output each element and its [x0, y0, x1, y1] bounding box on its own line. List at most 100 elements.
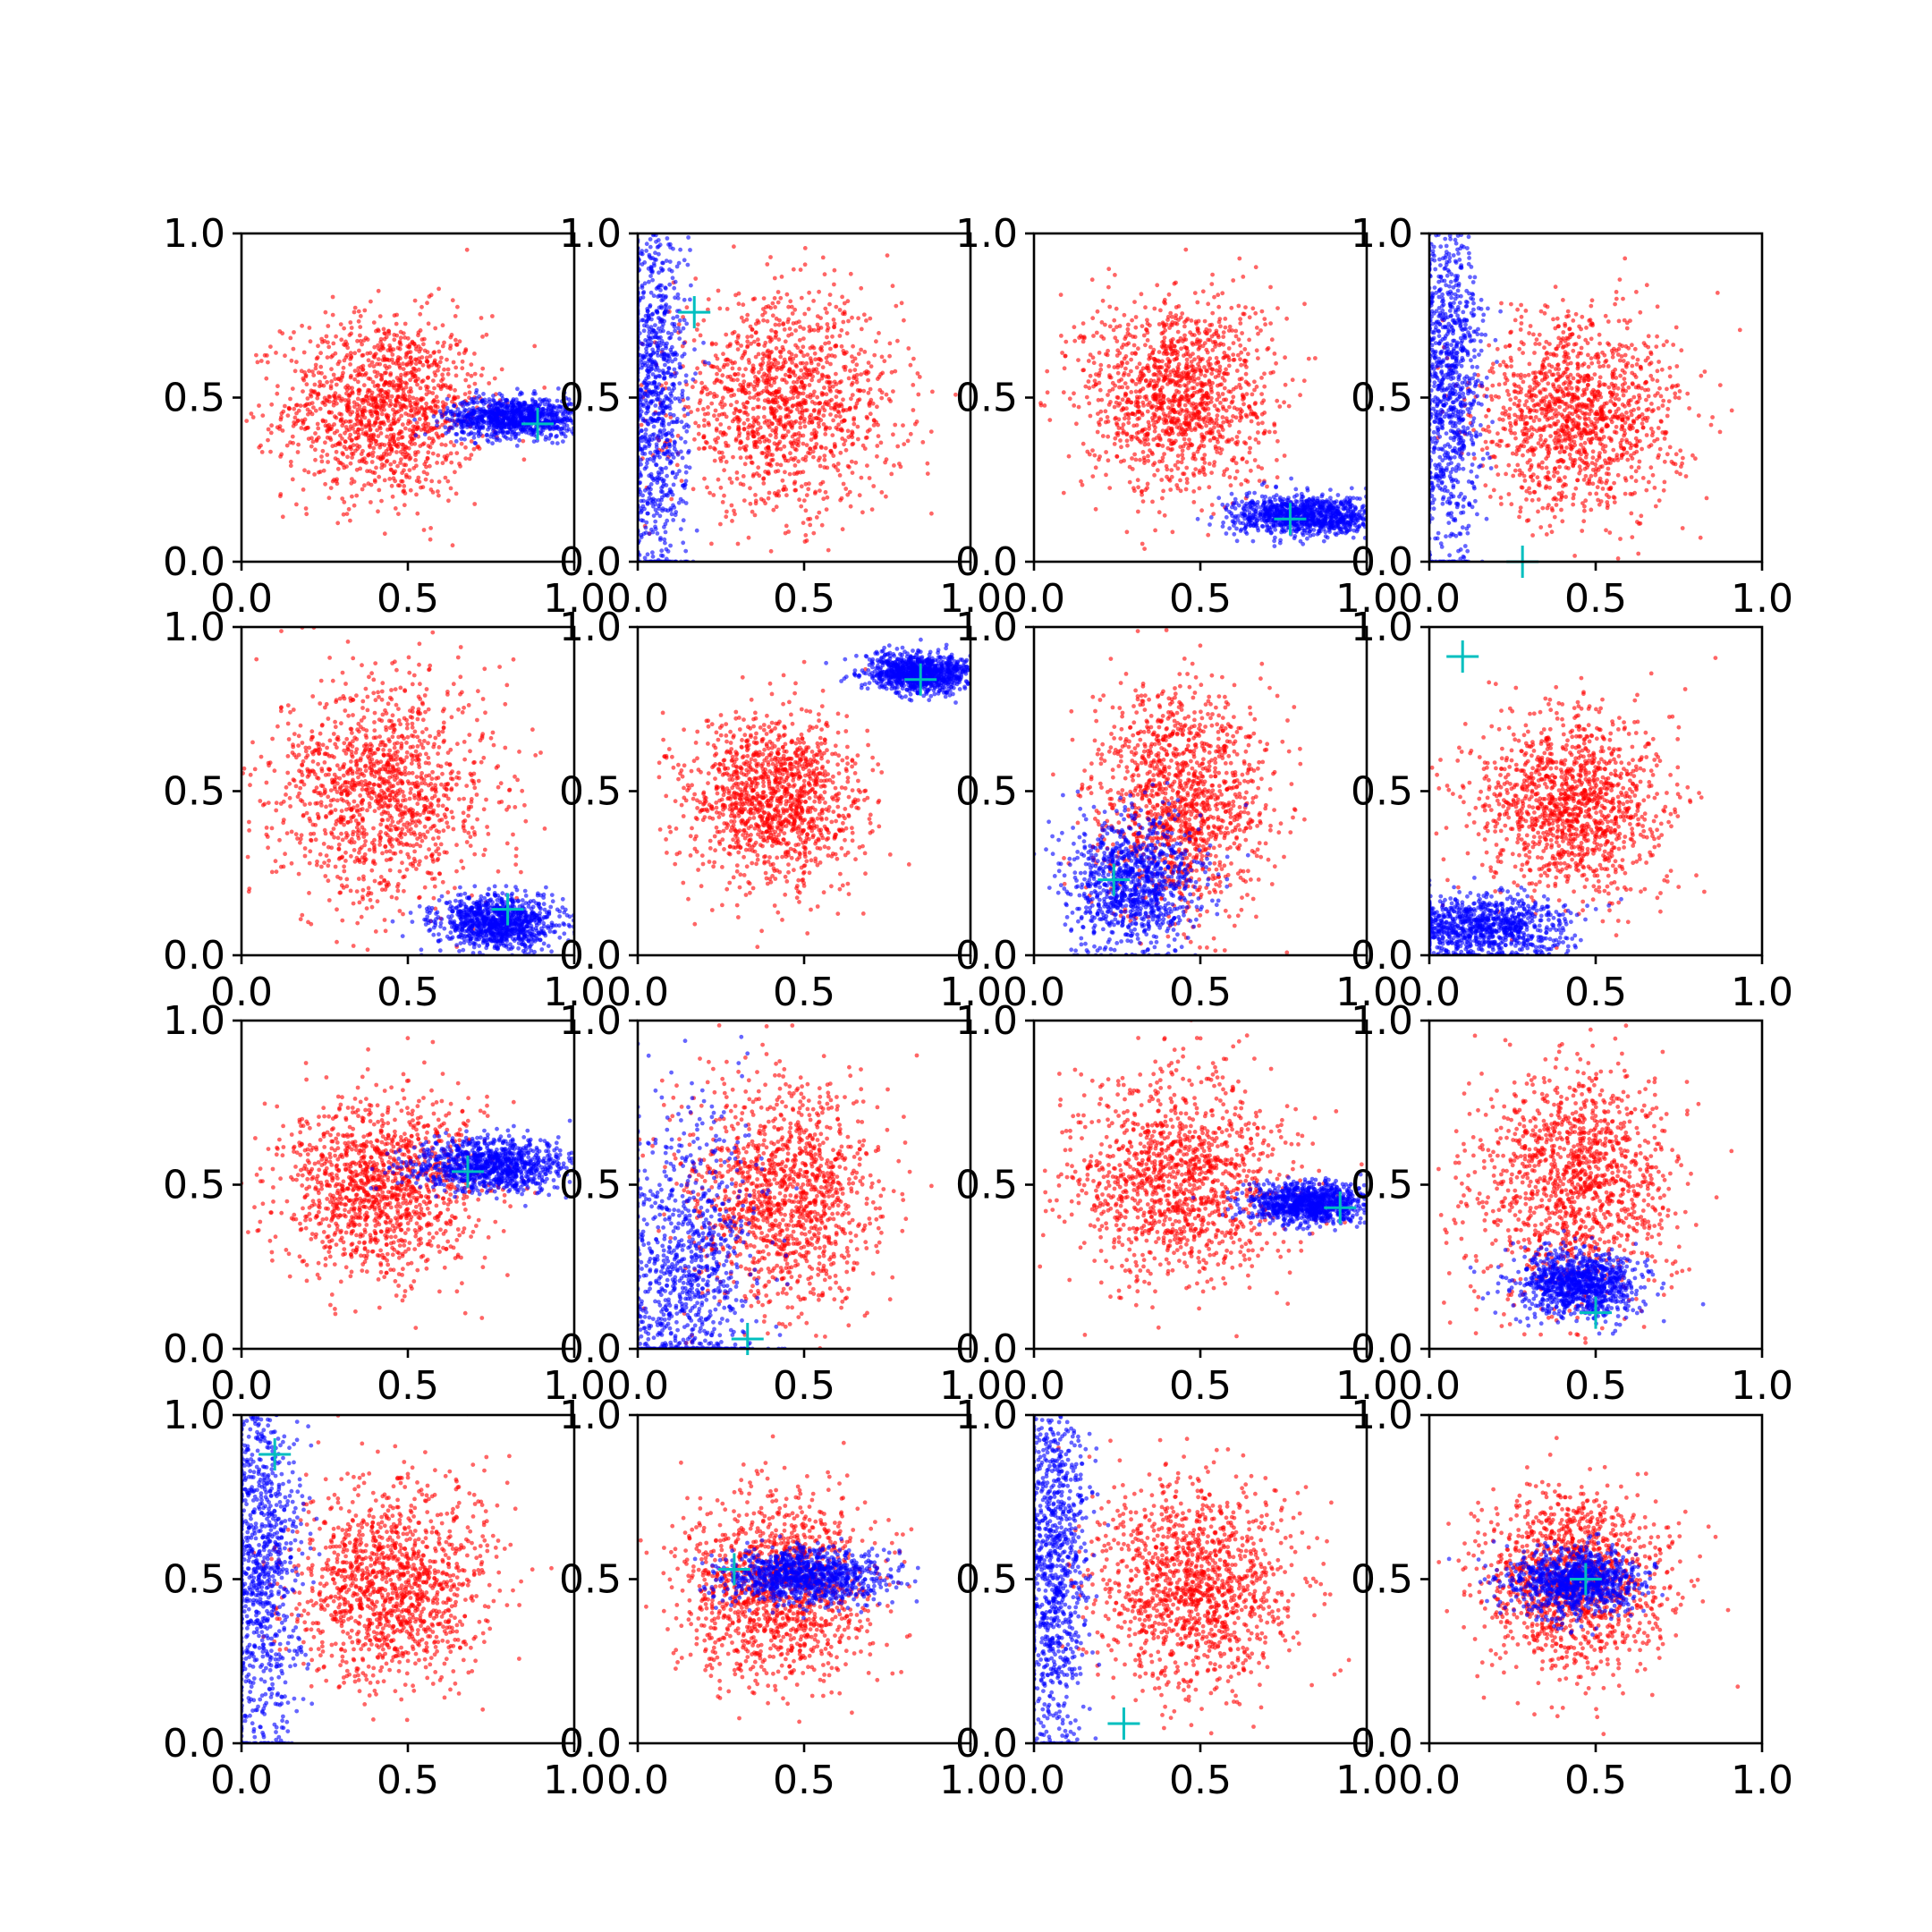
blue-point: [490, 441, 495, 446]
red-point: [409, 413, 414, 419]
blue-point: [668, 411, 673, 417]
red-point: [823, 341, 827, 346]
red-point: [363, 371, 369, 376]
red-point: [773, 469, 778, 474]
red-point: [837, 334, 843, 338]
blue-point: [680, 388, 685, 394]
red-point: [424, 401, 428, 406]
red-point: [391, 476, 396, 481]
blue-point: [577, 421, 581, 426]
blue-point: [490, 402, 496, 408]
red-point: [761, 476, 767, 481]
red-point: [370, 450, 376, 455]
red-point: [733, 292, 738, 298]
red-point: [452, 395, 457, 401]
red-point: [326, 426, 331, 431]
red-point: [1105, 415, 1110, 419]
red-point: [758, 390, 764, 395]
blue-point: [455, 412, 461, 418]
red-point: [379, 408, 384, 412]
blue-point: [467, 407, 472, 412]
red-point: [355, 421, 360, 427]
blue-point: [486, 439, 491, 445]
red-point: [354, 493, 360, 498]
blue-point: [515, 423, 521, 428]
blue-point: [660, 267, 665, 272]
red-point: [1125, 443, 1130, 448]
red-point: [350, 494, 354, 499]
red-point: [803, 533, 809, 538]
red-point: [477, 446, 482, 451]
blue-point: [482, 413, 487, 418]
red-point: [787, 326, 792, 331]
blue-point: [671, 412, 676, 418]
red-point: [283, 353, 287, 359]
red-point: [408, 355, 413, 360]
red-point: [372, 369, 377, 374]
red-point: [423, 417, 428, 421]
red-point: [807, 383, 812, 387]
red-point: [782, 357, 787, 362]
red-point: [781, 487, 786, 492]
subplot-1: 0.00.00.50.51.01.0: [163, 211, 606, 622]
red-point: [327, 394, 333, 400]
red-point: [778, 419, 783, 424]
red-point: [389, 446, 394, 452]
red-point: [1130, 318, 1134, 323]
red-point: [724, 444, 729, 448]
blue-point: [643, 445, 648, 451]
red-point: [715, 371, 719, 377]
red-point: [355, 418, 360, 423]
red-point: [773, 390, 778, 394]
red-point: [739, 343, 743, 348]
blue-point: [654, 258, 658, 262]
red-point: [1239, 377, 1244, 381]
red-point: [841, 397, 845, 402]
red-point: [742, 462, 748, 467]
red-point: [394, 376, 400, 380]
red-point: [825, 322, 830, 326]
red-point: [290, 386, 295, 391]
red-point: [436, 349, 442, 354]
blue-point: [514, 397, 519, 402]
red-point: [1136, 509, 1140, 514]
blue-point: [674, 370, 679, 376]
red-point: [249, 411, 254, 416]
red-point: [741, 402, 746, 406]
blue-point: [665, 70, 669, 74]
red-point: [426, 444, 431, 448]
red-point: [911, 408, 916, 412]
blue-point: [647, 335, 652, 341]
y-tick-label: 0.5: [559, 376, 622, 421]
red-point: [863, 436, 869, 440]
blue-point: [491, 394, 496, 398]
blue-point: [648, 399, 654, 403]
red-point: [857, 397, 862, 402]
red-point: [722, 468, 726, 473]
red-point: [404, 397, 410, 402]
blue-point: [597, 424, 601, 428]
red-point: [1097, 351, 1102, 355]
red-point: [355, 446, 360, 452]
red-point: [1170, 530, 1175, 535]
red-point: [340, 373, 345, 378]
red-point: [767, 438, 772, 444]
blue-point: [639, 251, 644, 256]
red-point: [805, 352, 810, 357]
red-point: [435, 461, 439, 465]
blue-point: [515, 386, 520, 392]
red-point: [356, 309, 361, 314]
blue-point: [653, 507, 658, 513]
red-point: [790, 425, 794, 430]
red-point: [712, 392, 716, 396]
blue-point: [583, 422, 588, 427]
red-point: [847, 407, 852, 412]
blue-point: [647, 531, 652, 537]
red-point: [819, 393, 825, 397]
red-point: [341, 420, 346, 425]
red-point: [311, 405, 316, 410]
blue-point: [520, 413, 525, 419]
red-point: [691, 385, 695, 390]
center-marker: [521, 407, 555, 440]
blue-point: [668, 506, 674, 511]
